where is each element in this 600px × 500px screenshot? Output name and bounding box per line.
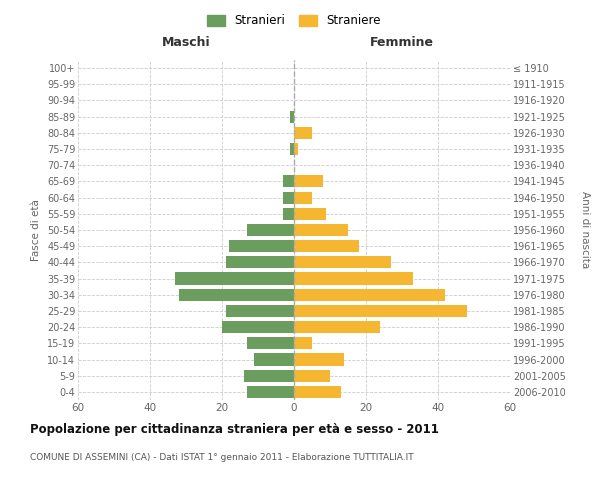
Bar — [222, 321, 294, 333]
Bar — [290, 110, 294, 122]
Bar — [179, 288, 294, 301]
Bar — [294, 321, 380, 333]
Bar — [294, 224, 348, 236]
Bar — [283, 208, 294, 220]
Bar — [247, 224, 294, 236]
Y-axis label: Anni di nascita: Anni di nascita — [580, 192, 590, 268]
Bar — [294, 370, 330, 382]
Bar — [283, 176, 294, 188]
Bar — [283, 192, 294, 203]
Bar — [175, 272, 294, 284]
Y-axis label: Fasce di età: Fasce di età — [31, 199, 41, 261]
Bar — [247, 386, 294, 398]
Bar — [294, 208, 326, 220]
Bar — [294, 127, 312, 139]
Bar — [226, 305, 294, 317]
Text: COMUNE DI ASSEMINI (CA) - Dati ISTAT 1° gennaio 2011 - Elaborazione TUTTITALIA.I: COMUNE DI ASSEMINI (CA) - Dati ISTAT 1° … — [30, 452, 413, 462]
Bar — [294, 272, 413, 284]
Text: Popolazione per cittadinanza straniera per età e sesso - 2011: Popolazione per cittadinanza straniera p… — [30, 422, 439, 436]
Bar — [294, 192, 312, 203]
Bar — [254, 354, 294, 366]
Bar — [294, 240, 359, 252]
Bar — [247, 338, 294, 349]
Bar — [229, 240, 294, 252]
Bar — [294, 354, 344, 366]
Bar — [294, 386, 341, 398]
Bar — [294, 256, 391, 268]
Bar — [294, 176, 323, 188]
Bar — [294, 305, 467, 317]
Bar — [294, 338, 312, 349]
Bar — [226, 256, 294, 268]
Bar — [290, 143, 294, 155]
Bar — [294, 143, 298, 155]
Text: Maschi: Maschi — [161, 36, 211, 49]
Text: Femmine: Femmine — [370, 36, 434, 49]
Bar — [244, 370, 294, 382]
Legend: Stranieri, Straniere: Stranieri, Straniere — [203, 11, 385, 31]
Bar — [294, 288, 445, 301]
